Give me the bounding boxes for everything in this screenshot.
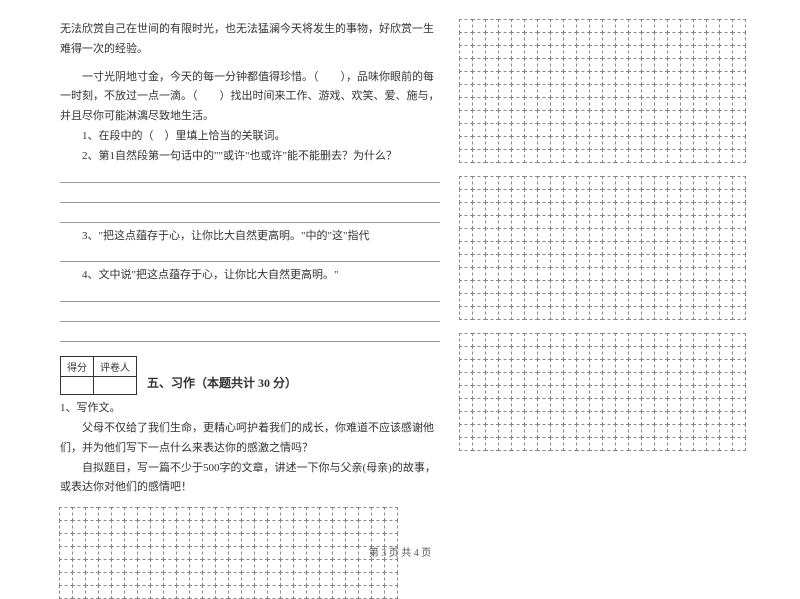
answer-blank <box>60 167 440 183</box>
answer-blank <box>60 286 440 302</box>
score-table: 得分 评卷人 <box>60 356 137 395</box>
score-label: 得分 <box>61 357 94 377</box>
left-column: 无法欣赏自己在世间的有限时光，也无法猛澜今天将发生的事物，好欣赏一生难得一次的经… <box>60 20 440 515</box>
page-footer: 第 3 页 共 4 页 <box>0 544 800 559</box>
question-1: 1、在段中的（ ）里填上恰当的关联词。 <box>60 127 440 147</box>
reading-para1: 无法欣赏自己在世间的有限时光，也无法猛澜今天将发生的事物，好欣赏一生难得一次的经… <box>60 20 440 60</box>
section5-title: 五、习作（本题共计 30 分） <box>147 374 297 395</box>
score-cell <box>61 377 94 395</box>
essay-para2: 自拟题目，写一篇不少于500字的文章，讲述一下你与父亲(母亲)的故事，或表达你对… <box>60 459 440 499</box>
grader-cell <box>94 377 137 395</box>
answer-blank <box>60 326 440 342</box>
writing-grid-right-1 <box>460 20 771 163</box>
answer-blank <box>60 187 440 203</box>
score-section: 得分 评卷人 五、习作（本题共计 30 分） <box>60 356 440 395</box>
answer-blank <box>60 246 440 262</box>
page-container: 无法欣赏自己在世间的有限时光，也无法猛澜今天将发生的事物，好欣赏一生难得一次的经… <box>0 0 800 525</box>
writing-grid-right-3 <box>460 334 771 451</box>
essay-item: 1、写作文。 <box>60 399 440 419</box>
grader-label: 评卷人 <box>94 357 137 377</box>
answer-blank <box>60 306 440 322</box>
right-column <box>460 20 771 515</box>
question-3: 3、"把这点蕴存于心，让你比大自然更高明。"中的"这"指代 <box>60 227 440 247</box>
reading-para2: 一寸光阴地寸金，今天的每一分钟都值得珍惜。（ ），品味你眼前的每一时刻，不放过一… <box>60 68 440 127</box>
question-2: 2、第1自然段第一句话中的""或许"也或许"能不能删去？为什么？ <box>60 147 440 167</box>
answer-blank <box>60 207 440 223</box>
question-4: 4、文中说"把这点蕴存于心，让你比大自然更高明。" <box>60 266 440 286</box>
writing-grid-right-2 <box>460 177 771 320</box>
essay-para1: 父母不仅给了我们生命，更精心呵护着我们的成长，你难道不应该感谢他们，并为他们写下… <box>60 419 440 459</box>
